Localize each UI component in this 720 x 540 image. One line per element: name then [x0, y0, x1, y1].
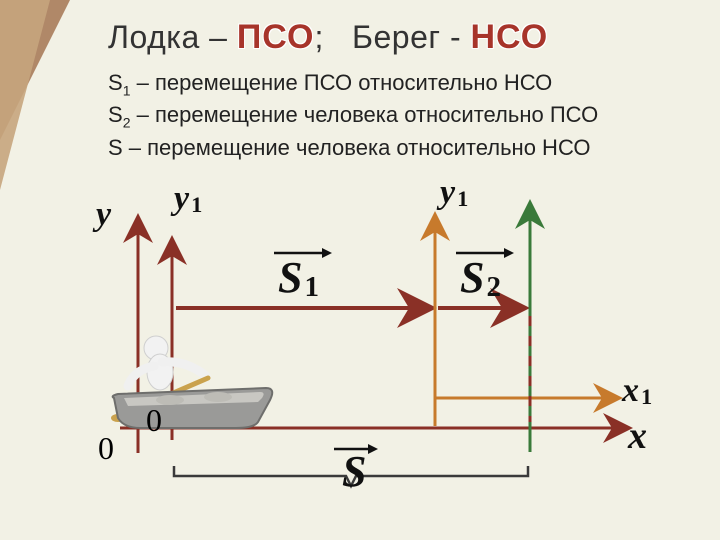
y1-right-sub: 1: [455, 186, 468, 211]
y1-left-sub: 1: [189, 192, 202, 217]
label-s2: S2: [460, 252, 501, 304]
s1-text: S: [278, 253, 302, 302]
desc1-text: – перемещение ПСО относительно НСО: [130, 70, 552, 95]
label-zero-inner: 0: [146, 402, 162, 439]
s1-overarrow: [272, 246, 334, 260]
x-text: x: [628, 415, 647, 457]
y1-right-text: y: [440, 174, 455, 211]
desc2-text: – перемещение человека относительно ПСО: [130, 102, 598, 127]
boat-illustration: [108, 328, 278, 438]
x1-sub: 1: [639, 384, 652, 409]
label-s1: S1: [278, 252, 319, 304]
title-shore: Берег: [352, 19, 441, 55]
y1-left-text: y: [174, 180, 189, 217]
title-hyphen: -: [450, 19, 461, 55]
s-total-overarrow: [332, 442, 380, 456]
title-semicolon: ;: [314, 19, 323, 55]
boat-hull: [113, 388, 273, 428]
title-nso: НСО: [471, 18, 549, 56]
label-y1-right: y1: [440, 174, 468, 212]
label-y-outer: y: [96, 196, 111, 234]
s2-overarrow: [454, 246, 516, 260]
corner-accent: [0, 0, 70, 540]
x1-text: x: [622, 372, 639, 409]
vector-diagram: y y1 y1 S1 S2 0 0 x1 x: [90, 178, 660, 518]
title-boat: Лодка: [108, 19, 200, 55]
y-outer-text: y: [96, 196, 111, 233]
desc3-text: – перемещение человека относительно НСО: [123, 135, 591, 160]
label-x1: x1: [622, 372, 652, 410]
label-zero-outer: 0: [98, 430, 114, 467]
zero1-text: 0: [146, 402, 162, 438]
label-y1-left: y1: [174, 180, 202, 218]
s1-sub: 1: [302, 271, 319, 303]
accent-tri-light: [0, 0, 50, 190]
desc-line-2: S2 – перемещение человека относительно П…: [108, 100, 598, 132]
label-x: x: [628, 414, 647, 458]
s2-sub: 2: [484, 271, 501, 303]
zero2-text: 0: [98, 430, 114, 466]
title-pso: ПСО: [237, 18, 315, 56]
page-title: Лодка – ПСО; Берег - НСО: [108, 18, 548, 57]
desc2-s: S: [108, 102, 123, 127]
s2-text: S: [460, 253, 484, 302]
desc-line-3: S – перемещение человека относительно НС…: [108, 133, 598, 163]
description-block: S1 – перемещение ПСО относительно НСО S2…: [108, 68, 598, 162]
title-dash: –: [209, 19, 227, 55]
desc-line-1: S1 – перемещение ПСО относительно НСО: [108, 68, 598, 100]
desc3-s: S: [108, 135, 123, 160]
label-s-total: S: [342, 446, 366, 497]
desc1-s: S: [108, 70, 123, 95]
